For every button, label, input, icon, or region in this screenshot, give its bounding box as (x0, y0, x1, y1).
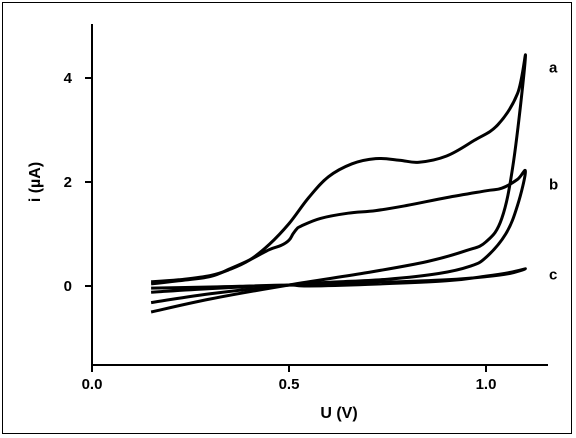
x-tick-label: 0.5 (279, 376, 300, 393)
chart-frame (2, 2, 572, 434)
plot-curves (150, 53, 527, 314)
curve-labels: a b c (549, 60, 558, 284)
axis-ticks: 0.0 0.5 1.0 0 2 4 (64, 70, 497, 393)
curve-label-c: c (549, 267, 557, 284)
y-tick-label: 2 (64, 174, 72, 191)
series-line-b (150, 168, 527, 305)
x-tick-label: 1.0 (476, 376, 497, 393)
series-line-c (151, 267, 527, 294)
x-axis-title: U (V) (320, 405, 357, 422)
y-tick-label: 0 (64, 278, 72, 295)
curve-label-a: a (549, 60, 558, 77)
y-axis-title: i (µA) (27, 162, 44, 202)
x-tick-label: 0.0 (82, 376, 103, 393)
curve-label-b: b (549, 177, 558, 194)
series-line-a (150, 53, 527, 314)
y-tick-label: 4 (64, 70, 73, 87)
